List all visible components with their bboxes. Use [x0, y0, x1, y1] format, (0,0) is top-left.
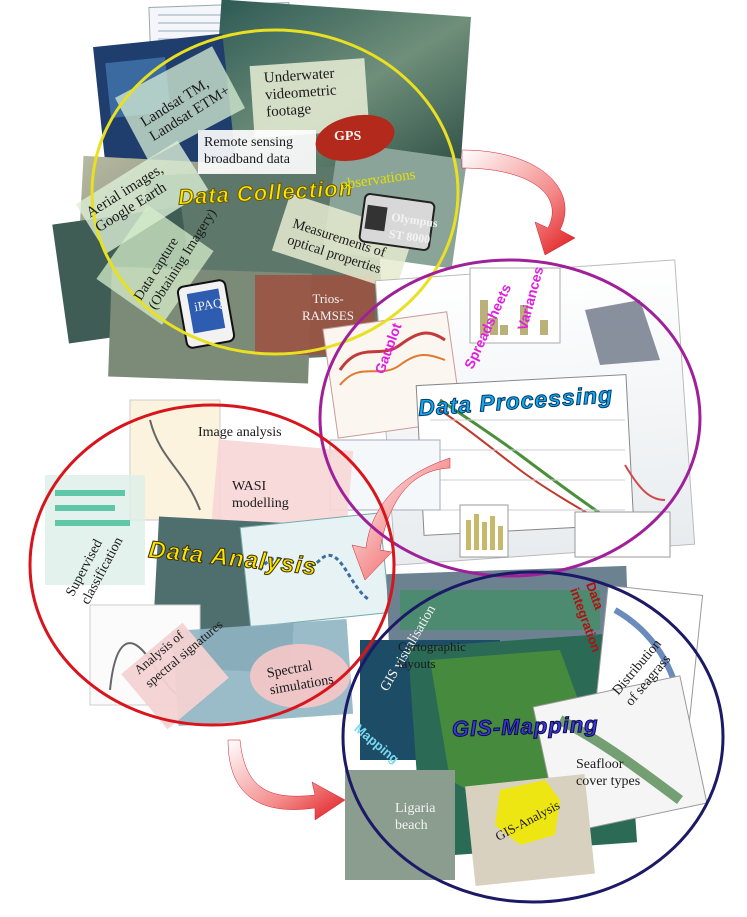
mapping-ring: [341, 570, 725, 904]
processing-ring: [318, 258, 702, 578]
histogram-bars: [480, 300, 548, 335]
label-cartographic-layouts: Cartographic layouts: [398, 639, 466, 671]
label-ramses: Trios- RAMSES: [302, 291, 355, 323]
analysis-ring: [28, 403, 396, 727]
arrow-processing-to-analysis: [351, 457, 451, 581]
arrow-collection-to-processing: [461, 149, 576, 256]
label-remote-sensing: Remote sensing broadband data: [204, 135, 294, 167]
collection-collage: [52, 0, 471, 384]
gis-analysis-splash-icon: [495, 780, 560, 845]
label-wasi-modelling: WASI modelling: [232, 479, 289, 511]
label-seafloor-cover: Seafloor cover types: [576, 757, 641, 789]
label-gps: GPS: [334, 129, 362, 144]
gps-device-icon: [315, 114, 395, 162]
arrow-analysis-to-mapping: [227, 739, 346, 821]
mapping-title: GIS-Mapping: [451, 711, 600, 742]
label-underwater-footage: Underwater videometric footage: [263, 65, 338, 121]
analysis-collage: [45, 399, 391, 730]
collection-ring: [90, 28, 460, 356]
mapping-collage: [345, 565, 708, 886]
label-ligaria-beach: Ligaria beach: [395, 801, 436, 833]
processing-collage: [322, 259, 696, 566]
label-olympus: Olympus ST 8000: [388, 209, 439, 247]
label-image-analysis: Image analysis: [198, 425, 282, 440]
